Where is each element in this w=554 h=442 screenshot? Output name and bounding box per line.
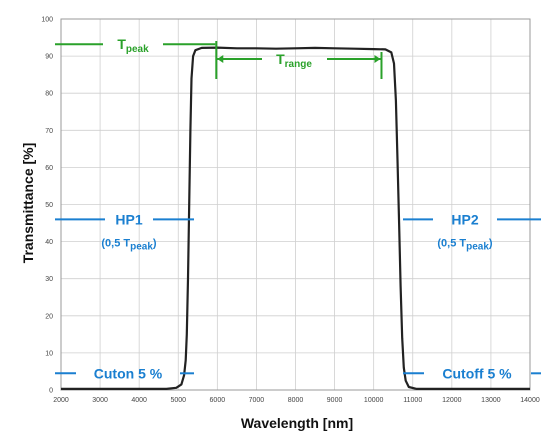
hp1-note: (0,5 Tpeak) (101, 237, 157, 252)
x-tick-label-7: 9000 (327, 397, 343, 404)
x-tick-label-4: 6000 (210, 397, 226, 404)
hp2-note: (0,5 Tpeak) (437, 237, 493, 252)
y-tick-label-3: 30 (45, 276, 53, 283)
series-group (61, 46, 530, 390)
x-tick-label-0: 2000 (53, 397, 69, 404)
y-tick-label-9: 90 (45, 54, 53, 61)
x-tick-label-8: 10000 (364, 397, 384, 404)
hp2-label: HP2 (451, 211, 478, 227)
cutoff-label: Cutoff 5 % (442, 365, 512, 381)
x-tick-label-2: 4000 (131, 397, 147, 404)
plot-frame (60, 18, 531, 391)
x-tick-label-12: 14000 (520, 397, 540, 404)
y-tick-label-7: 70 (45, 128, 53, 135)
y-tick-label-4: 40 (45, 239, 53, 246)
t-range-label: Trange (276, 51, 312, 70)
y-tick-label-2: 20 (45, 313, 53, 320)
x-tick-labels: 2000 3000 4000 5000 6000 7000 8000 9000 10000 110… (53, 397, 540, 404)
t-peak-label: Tpeak (117, 36, 149, 55)
x-tick-label-3: 5000 (170, 397, 186, 404)
x-axis-title: Wavelength [nm] (241, 415, 353, 431)
x-tick-label-1: 3000 (92, 397, 108, 404)
annotations: Tpeak Trange HP1 (0,5 Tpeak) HP2 (0,5 Tpeak) C… (55, 36, 541, 381)
x-tick-label-11: 13000 (481, 397, 501, 404)
y-tick-label-8: 80 (45, 91, 53, 98)
x-tick-label-9: 11000 (403, 397, 422, 404)
t-range-arrow-right (374, 54, 381, 63)
y-tick-label-5: 50 (45, 202, 53, 209)
y-tick-label-10: 100 (41, 17, 53, 24)
y-axis-title: Transmittance [%] (20, 143, 36, 264)
y-tick-label-1: 10 (45, 350, 53, 357)
series-line-0 (61, 46, 530, 390)
grid (60, 18, 531, 391)
hp1-label: HP1 (115, 211, 142, 227)
cuton-label: Cuton 5 % (94, 365, 163, 381)
x-tick-label-6: 8000 (288, 397, 304, 404)
y-tick-label-6: 60 (45, 165, 53, 172)
t-range-arrow-left (217, 54, 224, 63)
y-tick-labels: 0 10 20 30 40 50 60 70 80 90 100 (41, 17, 53, 395)
x-tick-label-10: 12000 (442, 397, 462, 404)
x-tick-label-5: 7000 (249, 397, 265, 404)
y-tick-label-0: 0 (49, 388, 53, 395)
